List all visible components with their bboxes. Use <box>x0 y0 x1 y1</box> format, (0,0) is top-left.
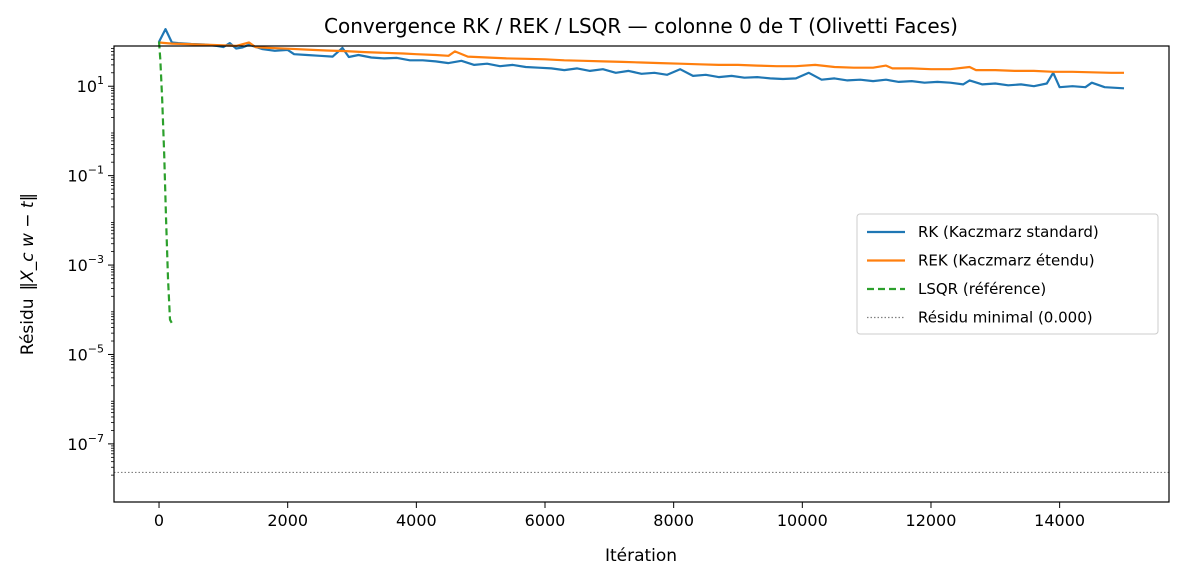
y-axis-label-prefix: Résidu <box>18 298 38 355</box>
x-axis-label: Itération <box>605 546 677 566</box>
chart-title: Convergence RK / REK / LSQR — colonne 0 … <box>324 14 958 38</box>
x-tick-label: 12000 <box>906 511 957 530</box>
series-line-2 <box>157 41 174 325</box>
legend: RK (Kaczmarz standard) REK (Kaczmarz éten… <box>856 213 1159 335</box>
legend-entry-label: Résidu minimal (0.000) <box>918 309 1093 327</box>
plot-frame <box>113 45 1170 503</box>
series-line-0 <box>158 28 1125 90</box>
y-tick-label: 10−7 <box>67 432 104 454</box>
x-tick-label: 4000 <box>396 511 437 530</box>
x-tick-label: 6000 <box>525 511 566 530</box>
series-line-1 <box>158 41 1124 74</box>
legend-entry-label: REK (Kaczmarz étendu) <box>918 252 1095 270</box>
legend-entry-label: RK (Kaczmarz standard) <box>918 223 1099 241</box>
x-tick-label: 0 <box>154 511 164 530</box>
tick-labels: 0 2000 4000 6000 8000 10000 12000 14000 101 10−1 1… <box>67 74 1085 530</box>
y-axis-label-math: ‖X_c w − t‖ <box>18 193 38 291</box>
x-tick-label: 2000 <box>267 511 308 530</box>
y-tick-label: 10−5 <box>67 342 104 364</box>
series-layer <box>114 28 1169 474</box>
y-axis-label: Résidu ‖X_c w − t‖ <box>18 193 38 355</box>
y-tick-label: 101 <box>77 74 104 96</box>
legend-box <box>856 213 1159 335</box>
x-tick-label: 14000 <box>1034 511 1085 530</box>
x-tick-label: 8000 <box>653 511 694 530</box>
x-tick-label: 10000 <box>777 511 828 530</box>
y-tick-label: 10−3 <box>67 253 104 275</box>
y-tick-label: 10−1 <box>67 164 104 186</box>
legend-entry-label: LSQR (référence) <box>918 280 1046 298</box>
